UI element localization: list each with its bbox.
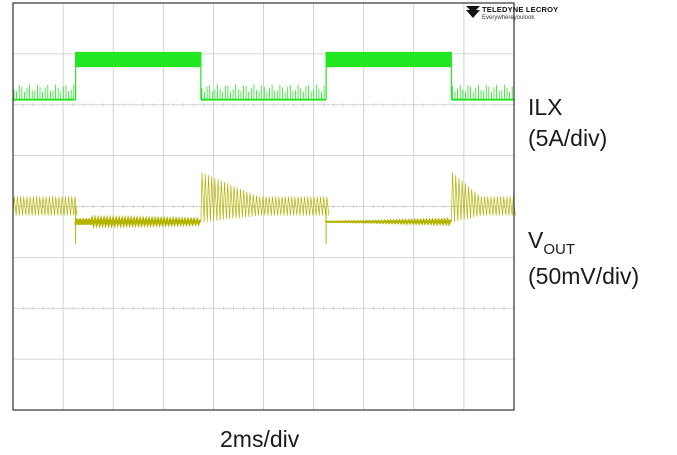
- vout-sawtooth-segment: [12, 196, 78, 216]
- brand-name: TELEDYNE LECROY: [482, 5, 559, 14]
- vout-sawtooth-segment: [200, 172, 330, 223]
- lecroy-logo-icon: [466, 6, 480, 18]
- vout-name-main: V: [528, 227, 544, 253]
- ilx-channel-name: ILX: [528, 94, 563, 120]
- vout-flat-segment: [324, 216, 452, 227]
- vout-sawtooth-segment: [451, 172, 516, 223]
- vout-trace: [12, 172, 516, 244]
- timebase-label: 2ms/div: [220, 426, 300, 452]
- vout-name-subscript: OUT: [543, 241, 576, 258]
- vout-channel-scale: (50mV/div): [528, 263, 640, 289]
- ilx-high-block: [326, 51, 452, 68]
- ilx-ripple: [201, 84, 325, 100]
- vout-flat-segment: [74, 214, 202, 230]
- ilx-ripple: [452, 84, 513, 100]
- brand-tagline: Everywhereyoulook: [482, 15, 535, 21]
- vout-channel-name: VOUT: [528, 227, 576, 258]
- ilx-channel-scale: (5A/div): [528, 125, 608, 151]
- plot-frame: [12, 2, 515, 411]
- ilx-ripple: [13, 84, 75, 100]
- ilx-high-block: [75, 51, 201, 68]
- ilx-trace: [13, 51, 514, 101]
- brand-logo: TELEDYNE LECROY Everywhereyoulook: [466, 4, 606, 26]
